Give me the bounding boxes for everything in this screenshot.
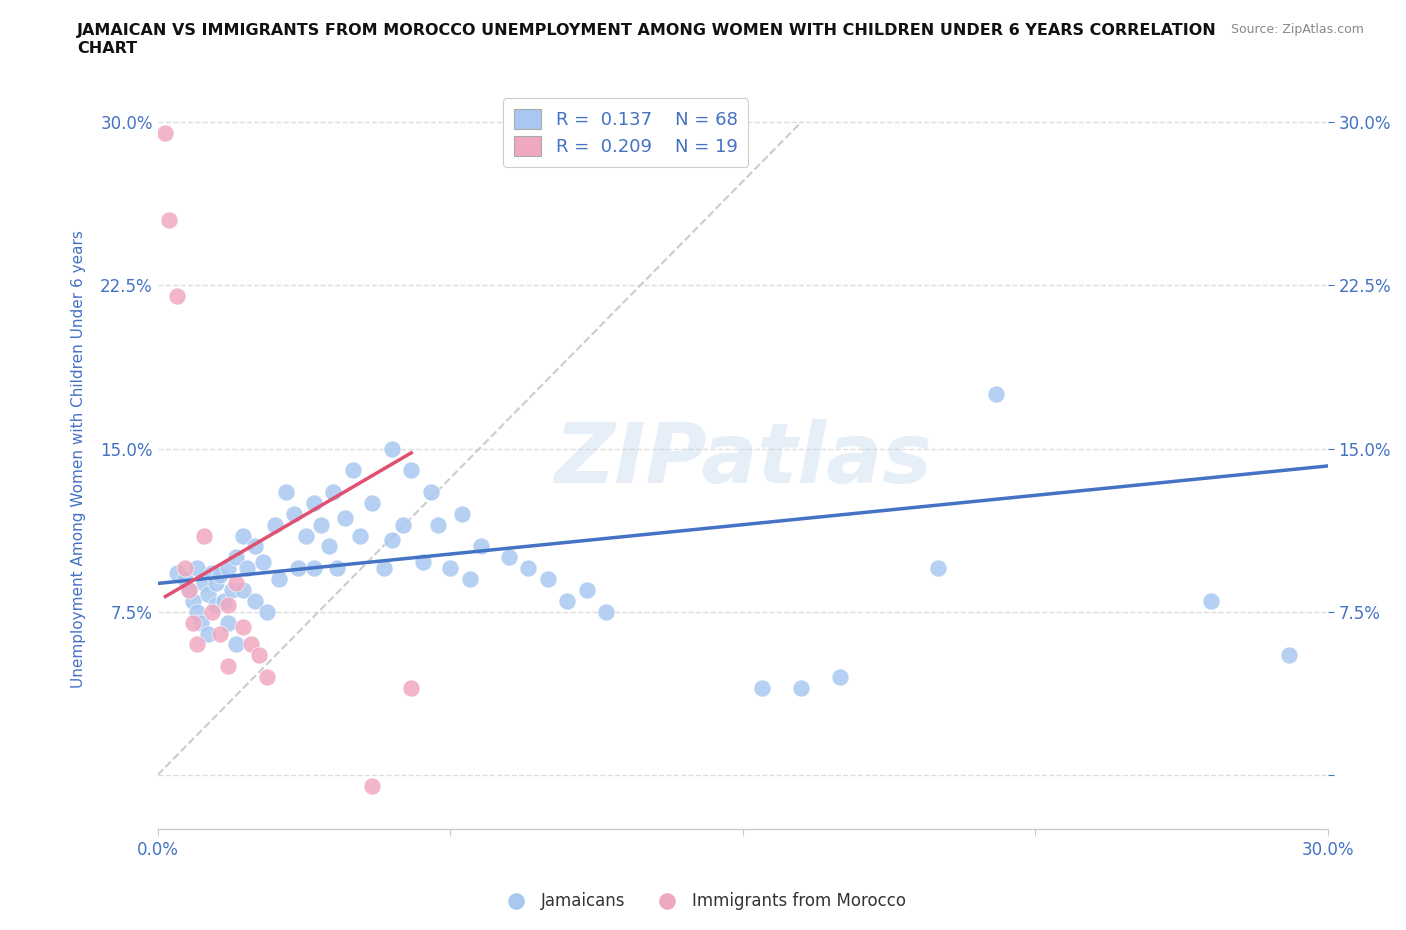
Point (190, 615, 212, 630)
Point (205, 576, 228, 591)
Point (201, 604, 224, 619)
Text: Source: ZipAtlas.com: Source: ZipAtlas.com (1230, 23, 1364, 36)
Point (177, 582, 200, 597)
Point (302, 561, 325, 576)
Point (212, 593, 235, 608)
Point (302, 496, 325, 511)
Point (186, 637, 208, 652)
Point (252, 554, 274, 569)
Point (208, 567, 231, 582)
Point (197, 587, 219, 602)
Point (181, 615, 204, 630)
Point (326, 561, 349, 576)
Point (232, 619, 254, 634)
Point (186, 604, 208, 619)
Point (537, 572, 560, 587)
Point (595, 604, 617, 619)
Point (575, 582, 598, 597)
Text: ZIPatlas: ZIPatlas (554, 418, 932, 500)
Point (166, 288, 188, 303)
Point (295, 528, 318, 543)
Point (166, 565, 188, 580)
Point (181, 593, 204, 608)
Legend: Jamaicans, Immigrants from Morocco: Jamaicans, Immigrants from Morocco (494, 885, 912, 917)
Point (155, 126, 177, 140)
Point (458, 572, 481, 587)
Point (451, 506, 474, 521)
Point (830, 670, 852, 684)
Point (217, 658, 239, 673)
Point (392, 517, 415, 532)
Point (217, 598, 239, 613)
Point (287, 561, 309, 576)
Point (221, 582, 243, 597)
Point (232, 528, 254, 543)
Point (225, 576, 247, 591)
Point (267, 572, 290, 587)
Point (256, 604, 278, 619)
Point (361, 496, 384, 511)
Point (555, 593, 578, 608)
Point (247, 648, 270, 663)
Point (193, 576, 215, 591)
Point (333, 511, 356, 525)
Point (381, 441, 404, 456)
Point (498, 550, 520, 565)
Point (243, 539, 266, 554)
Point (412, 554, 434, 569)
Point (373, 561, 395, 576)
Point (174, 572, 197, 587)
Point (427, 517, 450, 532)
Point (240, 637, 263, 652)
Point (986, 387, 1008, 402)
Point (399, 681, 422, 696)
Point (217, 615, 239, 630)
Point (1199, 593, 1222, 608)
Point (927, 561, 949, 576)
Point (232, 582, 254, 597)
Point (157, 213, 180, 228)
Point (349, 528, 371, 543)
Point (751, 681, 773, 696)
Point (225, 637, 247, 652)
Point (205, 598, 228, 613)
Point (243, 593, 266, 608)
Point (263, 517, 285, 532)
Point (361, 778, 384, 793)
Point (201, 565, 224, 580)
Point (283, 506, 305, 521)
Point (470, 539, 492, 554)
Point (399, 463, 422, 478)
Point (322, 485, 344, 499)
Point (318, 539, 340, 554)
Point (419, 485, 441, 499)
Point (174, 561, 197, 576)
Point (342, 463, 364, 478)
Y-axis label: Unemployment Among Women with Children Under 6 years: Unemployment Among Women with Children U… (72, 231, 86, 688)
Point (186, 561, 208, 576)
Point (197, 626, 219, 641)
Point (225, 550, 247, 565)
Point (177, 582, 200, 597)
Point (256, 670, 278, 684)
Point (517, 561, 540, 576)
Point (311, 517, 333, 532)
Point (1278, 648, 1301, 663)
Point (276, 485, 298, 499)
Point (790, 681, 813, 696)
Point (439, 561, 461, 576)
Legend: R =  0.137    N = 68, R =  0.209    N = 19: R = 0.137 N = 68, R = 0.209 N = 19 (503, 99, 748, 167)
Point (236, 561, 259, 576)
Point (208, 626, 231, 641)
Text: JAMAICAN VS IMMIGRANTS FROM MOROCCO UNEMPLOYMENT AMONG WOMEN WITH CHILDREN UNDER: JAMAICAN VS IMMIGRANTS FROM MOROCCO UNEM… (77, 23, 1218, 56)
Point (381, 533, 404, 548)
Point (217, 561, 239, 576)
Point (193, 528, 215, 543)
